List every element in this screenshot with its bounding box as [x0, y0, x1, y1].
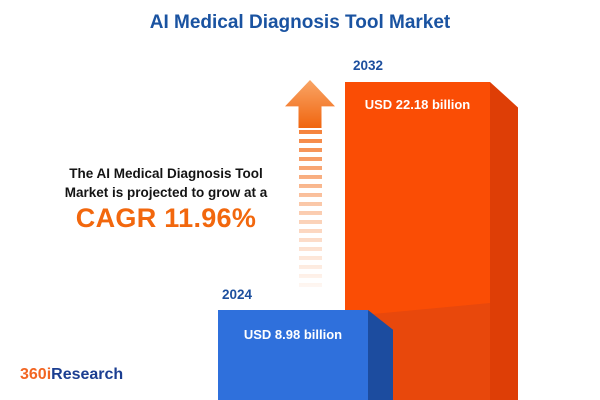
- growth-arrow-tail-fade: [299, 130, 322, 290]
- bar-2032-side-face: [490, 82, 518, 400]
- logo-prefix: 360i: [20, 366, 52, 383]
- bar-2032-value-label: USD 22.18 billion: [364, 97, 471, 112]
- bar-2024-value-label: USD 8.98 billion: [243, 327, 343, 342]
- description-line-1: The AI Medical Diagnosis Tool: [69, 166, 263, 181]
- bar-2032-category-label: 2032: [353, 58, 384, 73]
- market-growth-description: The AI Medical Diagnosis Tool Market is …: [26, 164, 306, 202]
- brand-logo: 360iResearch: [20, 366, 123, 384]
- bar-2024-category-label: 2024: [222, 287, 253, 302]
- growth-arrow-icon: [285, 80, 335, 128]
- logo-suffix: Research: [51, 366, 124, 383]
- cagr-highlight: CAGR 11.96%: [75, 203, 257, 233]
- bar-2024-front: [218, 310, 368, 400]
- description-line-2: Market is projected to grow at a: [64, 185, 268, 200]
- page-title: AI Medical Diagnosis Tool Market: [149, 12, 451, 33]
